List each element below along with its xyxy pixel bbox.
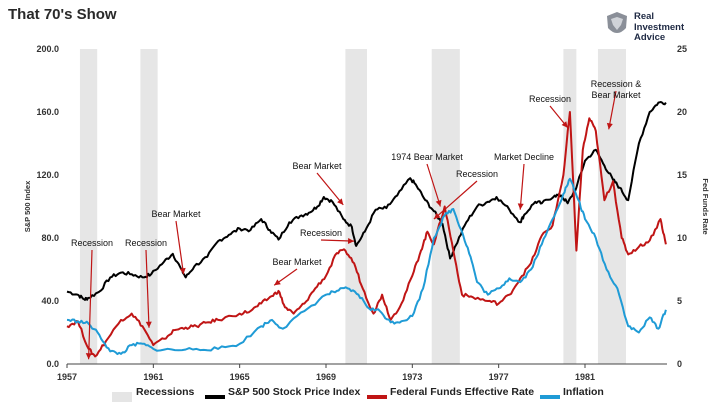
legend-label-recessions: Recessions	[136, 386, 195, 398]
legend: Recessions S&P 500 Stock Price Index Fed…	[0, 384, 711, 408]
brand-line-3: Advice	[634, 32, 666, 43]
annotation-arrowhead	[606, 122, 613, 130]
annotation-arrowhead	[435, 199, 442, 207]
recession-band	[597, 49, 626, 364]
legend-swatch-sp500	[205, 395, 225, 399]
legend-label-sp500: S&P 500 Stock Price Index	[228, 386, 361, 398]
x-tick-label: 1961	[143, 372, 163, 382]
x-tick-label: 1977	[489, 372, 509, 382]
annotation-label: Recession	[529, 94, 571, 104]
annotation-arrow	[426, 163, 441, 207]
annotation-arrowhead	[274, 279, 281, 286]
annotation-arrowhead	[179, 267, 186, 275]
annotation-label: Bear Market	[292, 161, 342, 171]
y-right-tick-label: 25	[677, 44, 687, 54]
brand-line-1: Real	[634, 11, 655, 22]
annotation-arrow	[316, 172, 344, 206]
y-left-tick-label: 160.0	[36, 107, 59, 117]
series-line-s-p-500-stock-price-index	[66, 101, 667, 301]
annotation-arrowhead	[433, 212, 441, 220]
recession-band	[563, 49, 577, 364]
x-tick-label: 1965	[230, 372, 250, 382]
brand-logo: Real Investment Advice	[604, 10, 704, 44]
y-right-tick-label: 20	[677, 107, 687, 117]
annotation-label: Bear Market	[591, 90, 641, 100]
annotation-label: Market Decline	[494, 152, 554, 162]
annotation-label: Recession	[125, 238, 167, 248]
annotation-arrowhead	[337, 198, 344, 205]
eagle-logo-icon	[607, 12, 627, 33]
legend-swatch-recessions	[112, 392, 132, 402]
annotation-label: 1974 Bear Market	[391, 152, 463, 162]
x-tick-label: 1969	[316, 372, 336, 382]
annotation-label: Recession	[456, 169, 498, 179]
annotation-label: Bear Market	[272, 257, 322, 267]
x-tick-label: 1981	[575, 372, 595, 382]
annotation-arrow	[433, 180, 478, 220]
y-right-tick-label: 15	[677, 170, 687, 180]
annotation-arrowhead	[517, 203, 524, 210]
y-right-tick-label: 0	[677, 359, 682, 369]
legend-swatch-fed-funds	[367, 395, 387, 399]
annotation-arrow	[519, 163, 525, 210]
series-line-inflation	[66, 177, 667, 356]
legend-swatch-inflation	[540, 395, 560, 399]
series-lines	[66, 101, 667, 358]
annotation-label: Recession &	[591, 79, 642, 89]
annotation-arrow	[145, 249, 150, 328]
recession-band	[140, 49, 158, 364]
annotation-arrow	[608, 90, 617, 130]
y-right-tick-label: 5	[677, 296, 682, 306]
x-tick-label: 1973	[402, 372, 422, 382]
chart-title: That 70's Show	[8, 6, 117, 23]
y-left-tick-label: 0.0	[46, 359, 59, 369]
y-left-tick-label: 200.0	[36, 44, 59, 54]
series-line-federal-funds-effective-rate	[66, 111, 667, 358]
y-left-tick-label: 80.0	[41, 233, 59, 243]
annotation-label: Recession	[71, 238, 113, 248]
y-right-tick-label: 10	[677, 233, 687, 243]
recession-band	[345, 49, 367, 364]
annotation-label: Recession	[300, 228, 342, 238]
legend-label-inflation: Inflation	[563, 386, 604, 398]
recession-band	[431, 49, 460, 364]
annotation-arrowhead	[347, 237, 355, 244]
annotation-arrowhead	[561, 121, 568, 128]
annotation-arrowhead	[85, 353, 92, 360]
brand-line-2: Investment	[634, 21, 685, 33]
x-tick-label: 1957	[57, 372, 77, 382]
y-left-tick-label: 120.0	[36, 170, 59, 180]
annotations: Recession Bear Market Recession Bear Market…	[71, 79, 642, 360]
axes: 1957 1961 1965 1969 1973 1977 1981 0.0 40.0 80.0 1…	[23, 44, 710, 382]
recession-band	[79, 49, 98, 364]
annotation-arrow	[87, 249, 93, 360]
legend-label-fed-funds: Federal Funds Effective Rate	[390, 386, 535, 398]
chart-canvas: 1957 1961 1965 1969 1973 1977 1981 0.0 40.0 80.0 1…	[23, 44, 710, 382]
annotation-label: Bear Market	[151, 209, 201, 219]
brand-name: Real Investment Advice	[634, 11, 685, 44]
y-left-axis-label: S&P 500 Index	[23, 180, 32, 232]
y-right-axis-label: Fed Funds Rate	[701, 178, 710, 234]
annotation-arrow	[175, 220, 185, 275]
y-left-tick-label: 40.0	[41, 296, 59, 306]
annotation-arrowhead	[145, 321, 152, 328]
